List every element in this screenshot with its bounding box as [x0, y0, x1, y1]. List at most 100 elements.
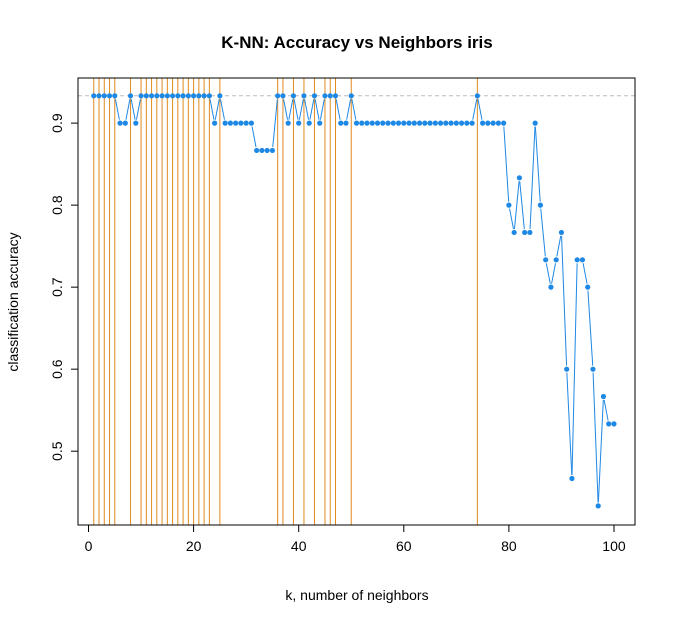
series-segment [251, 126, 257, 148]
data-point [458, 120, 465, 126]
x-tick-label: 0 [85, 538, 93, 554]
series-segment [529, 126, 536, 229]
series-segment [571, 263, 578, 476]
data-point [311, 93, 318, 99]
series-segment [551, 263, 557, 284]
data-point [217, 93, 223, 99]
series-segment [283, 99, 289, 120]
data-point [564, 366, 570, 372]
series-segment [288, 99, 294, 120]
series-segment [534, 126, 541, 202]
data-point [532, 120, 538, 126]
data-point [164, 93, 170, 99]
x-axis: 0 20 40 60 80 100 [85, 524, 626, 554]
series-segment [351, 99, 357, 120]
data-point [343, 120, 349, 126]
data-point [206, 93, 212, 99]
series-segment [346, 99, 352, 120]
series-segment [603, 399, 609, 421]
data-point [117, 120, 123, 126]
y-axis: 0.5 0.6 0.7 0.8 0.9 [49, 113, 79, 461]
data-point [269, 147, 276, 154]
data-point [353, 120, 360, 126]
data-point [522, 229, 528, 236]
series-segment [135, 99, 141, 120]
data-point [437, 120, 444, 126]
y-tick-label: 0.6 [49, 359, 65, 379]
series-segment [220, 99, 225, 120]
data-point [332, 93, 339, 99]
y-tick-label: 0.5 [49, 441, 65, 461]
series-segment [540, 208, 546, 257]
series-segment [298, 99, 304, 120]
data-point [464, 120, 470, 126]
data-point [395, 120, 402, 126]
data-point [516, 175, 522, 181]
data-point [553, 257, 559, 263]
data-point [175, 93, 181, 99]
optimal-k-lines [93, 78, 478, 525]
data-point [501, 120, 507, 126]
data-point [611, 421, 617, 427]
data-point [401, 120, 407, 126]
data-point [185, 93, 191, 99]
data-point [191, 93, 197, 99]
plot-box [77, 77, 636, 526]
data-point [480, 120, 486, 126]
data-point [91, 93, 97, 99]
data-point [432, 120, 438, 126]
series-segment [545, 263, 551, 284]
accuracy-points [91, 93, 617, 509]
data-point [327, 93, 333, 99]
y-axis-label: classification accuracy [5, 232, 21, 371]
data-point [390, 120, 396, 126]
data-point [264, 147, 270, 154]
x-tick-label: 100 [602, 538, 626, 554]
data-point [348, 93, 354, 99]
data-point [243, 120, 249, 126]
x-tick-label: 20 [186, 538, 202, 554]
data-point [585, 284, 591, 290]
series-segment [587, 290, 594, 366]
data-point [364, 120, 370, 126]
data-point [169, 93, 176, 99]
data-point [106, 93, 113, 99]
data-point [453, 120, 459, 126]
data-point [212, 120, 218, 126]
data-point [154, 93, 160, 99]
series-segment [592, 372, 599, 503]
data-point [148, 93, 155, 99]
series-segment [556, 235, 562, 257]
series-segment [130, 99, 136, 120]
data-point [222, 120, 228, 126]
data-point [138, 93, 144, 99]
series-segment [513, 181, 520, 230]
series-segment [597, 399, 604, 503]
data-point [374, 120, 381, 126]
x-tick-label: 80 [501, 538, 517, 554]
data-point [579, 257, 586, 263]
series-segment [304, 99, 310, 120]
series-segment [114, 99, 120, 120]
data-point [280, 93, 286, 99]
data-point [338, 120, 344, 126]
data-point [490, 120, 496, 126]
data-point [416, 120, 423, 126]
data-point [543, 257, 549, 263]
series-segment [561, 235, 568, 366]
data-point [411, 120, 417, 126]
data-point [238, 120, 244, 126]
data-point [590, 366, 596, 372]
series-segment [314, 99, 320, 120]
data-point [248, 120, 255, 126]
series-segment [209, 99, 215, 120]
data-point [322, 93, 328, 99]
data-point [527, 229, 533, 236]
data-point [122, 120, 128, 126]
data-point [285, 120, 291, 126]
data-point [427, 120, 433, 126]
series-segment [477, 99, 483, 120]
data-point [406, 120, 412, 126]
data-point [443, 120, 449, 126]
